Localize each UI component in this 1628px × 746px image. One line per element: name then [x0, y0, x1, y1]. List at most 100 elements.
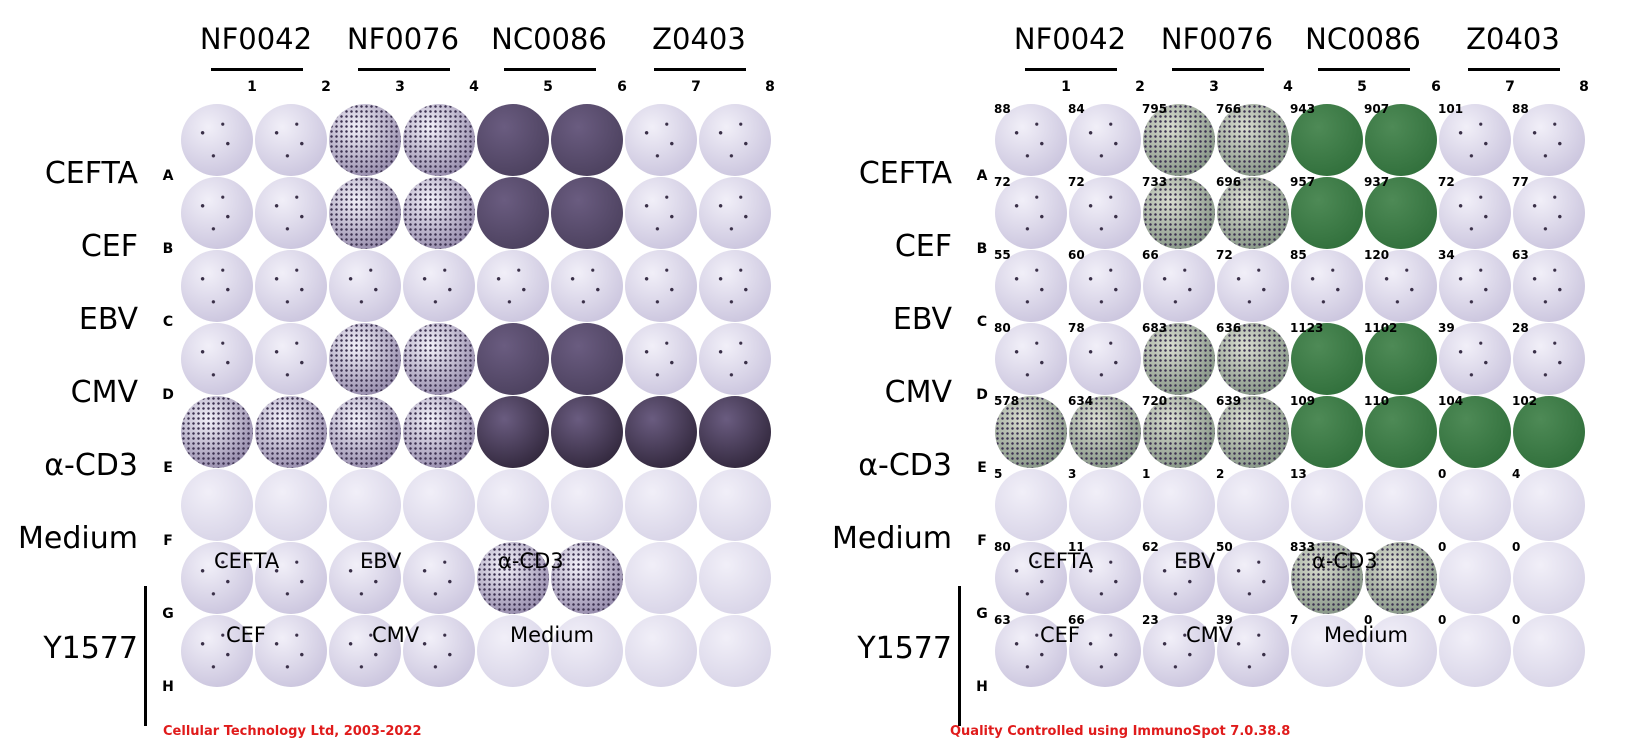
row-letter-f: F	[977, 533, 987, 549]
column-number: 6	[617, 79, 627, 95]
well	[255, 542, 327, 614]
row-letter-g: G	[162, 606, 174, 622]
column-number: 2	[321, 79, 331, 95]
spot-count: 120	[1364, 248, 1390, 262]
row-label: EBV	[892, 302, 952, 337]
well	[1217, 323, 1289, 395]
column-number: 2	[1135, 79, 1145, 95]
well	[329, 104, 401, 176]
spot-count: 795	[1142, 102, 1168, 116]
spot-count: 683	[1142, 321, 1168, 335]
well	[551, 250, 623, 322]
well	[255, 323, 327, 395]
spot-count: 5	[994, 467, 1003, 481]
row-label: Medium	[832, 521, 952, 556]
well	[1365, 542, 1437, 614]
well	[329, 615, 401, 687]
spot-count: 102	[1512, 394, 1538, 408]
y-donor-bracket	[958, 586, 961, 726]
well	[1143, 542, 1215, 614]
raw-image-panel: NF0042 NF0076 NC0086 Z0403 1 2 3 4 5 6 7 8 A B C D E F G H C…	[18, 22, 775, 739]
spot-count: 0	[1438, 540, 1447, 554]
well	[1069, 250, 1141, 322]
well	[1439, 177, 1511, 249]
spot-count: 78	[1068, 321, 1085, 335]
spot-count: 109	[1290, 394, 1316, 408]
footer-caption: Quality Controlled using ImmunoSpot 7.0.…	[950, 724, 1291, 739]
spot-count: 11	[1068, 540, 1085, 554]
well	[1365, 615, 1437, 687]
well	[181, 250, 253, 322]
spot-count: 63	[994, 613, 1011, 627]
well	[329, 396, 401, 468]
spot-count: 104	[1438, 394, 1464, 408]
column-number: 8	[1579, 79, 1589, 95]
spot-count: 101	[1438, 102, 1464, 116]
well	[625, 104, 697, 176]
spot-count: 0	[1512, 540, 1521, 554]
well	[625, 177, 697, 249]
donor-underline	[504, 68, 596, 71]
donor-header-nf0042: NF0042	[1013, 22, 1127, 56]
spot-count: 0	[1438, 467, 1447, 481]
well	[1217, 177, 1289, 249]
row-letter-h: H	[162, 679, 174, 695]
well	[255, 396, 327, 468]
spot-count: 13	[1290, 467, 1307, 481]
row-letter-h: H	[976, 679, 988, 695]
well	[1513, 615, 1585, 687]
well	[1069, 615, 1141, 687]
well	[1143, 177, 1215, 249]
y-sub-label-h: CEF	[226, 623, 267, 647]
y-sub-label-g: EBV	[360, 549, 402, 573]
spot-count: 77	[1512, 175, 1529, 189]
well	[1439, 469, 1511, 541]
well	[699, 104, 771, 176]
spot-count: 0	[1512, 613, 1521, 627]
well	[403, 615, 475, 687]
spot-count: 2	[1216, 467, 1225, 481]
well	[255, 469, 327, 541]
spot-count: 833	[1290, 540, 1316, 554]
well	[1291, 177, 1363, 249]
well	[625, 396, 697, 468]
spot-count: 23	[1142, 613, 1159, 627]
well	[255, 250, 327, 322]
well	[551, 542, 623, 614]
well	[1217, 104, 1289, 176]
well	[995, 469, 1067, 541]
well	[699, 396, 771, 468]
donor-underline	[654, 68, 746, 71]
well	[1365, 396, 1437, 468]
well	[181, 177, 253, 249]
well	[477, 323, 549, 395]
well	[1513, 104, 1585, 176]
well	[1217, 615, 1289, 687]
well	[1291, 615, 1363, 687]
well	[403, 323, 475, 395]
well	[1365, 104, 1437, 176]
well	[551, 104, 623, 176]
well	[181, 615, 253, 687]
well	[1365, 323, 1437, 395]
row-label: α-CD3	[858, 448, 952, 483]
well	[477, 104, 549, 176]
well	[699, 615, 771, 687]
well	[477, 396, 549, 468]
donor-header-nf0076: NF0076	[346, 22, 460, 56]
spot-count: 578	[994, 394, 1020, 408]
spot-count: 907	[1364, 102, 1390, 116]
donor-header-z0403: Z0403	[652, 22, 746, 56]
well	[1365, 177, 1437, 249]
well	[329, 542, 401, 614]
well	[699, 323, 771, 395]
spot-count: 7	[1290, 613, 1299, 627]
well	[551, 469, 623, 541]
y-sub-label-h: Medium	[1324, 623, 1408, 647]
spot-count: 39	[1438, 321, 1455, 335]
well	[995, 396, 1067, 468]
well	[477, 250, 549, 322]
well	[551, 396, 623, 468]
well	[1513, 396, 1585, 468]
y-sub-label-g: α-CD3	[498, 549, 564, 573]
